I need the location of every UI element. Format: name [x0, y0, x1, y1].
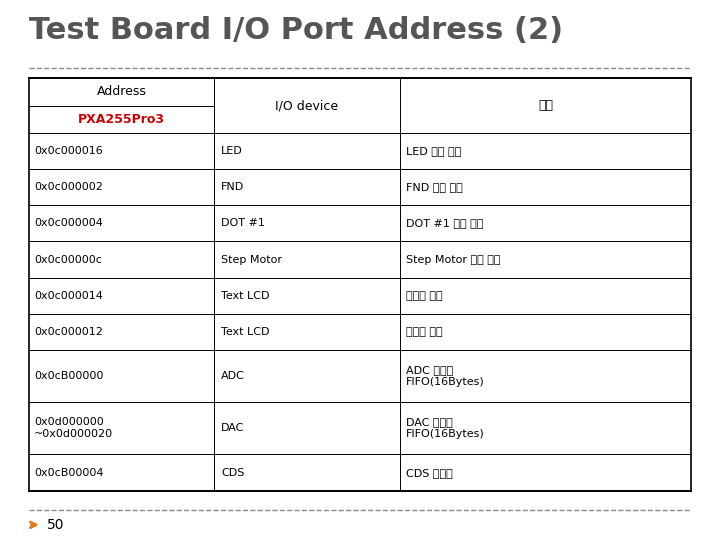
Text: DOT #1 출력 포트: DOT #1 출력 포트 — [406, 218, 484, 228]
Text: FND 출력 포트: FND 출력 포트 — [406, 182, 463, 192]
Text: Text LCD: Text LCD — [221, 291, 269, 301]
Text: Step Motor 제어 포트: Step Motor 제어 포트 — [406, 254, 501, 265]
Text: FND: FND — [221, 182, 244, 192]
Text: 데이터 포트: 데이터 포트 — [406, 327, 443, 337]
Text: PXA255Pro3: PXA255Pro3 — [78, 113, 165, 126]
Text: I/O device: I/O device — [276, 99, 338, 112]
Text: 비고: 비고 — [538, 99, 553, 112]
Text: 0x0cB00000: 0x0cB00000 — [34, 371, 104, 381]
Text: 명령어 포트: 명령어 포트 — [406, 291, 443, 301]
Text: 50: 50 — [47, 518, 64, 532]
Text: 0x0c000014: 0x0c000014 — [34, 291, 103, 301]
Text: 0x0c000004: 0x0c000004 — [34, 218, 103, 228]
Text: 0x0d000000
~0x0d000020: 0x0d000000 ~0x0d000020 — [34, 417, 113, 439]
Text: ADC 입력값
FIFO(16Bytes): ADC 입력값 FIFO(16Bytes) — [406, 365, 485, 387]
Text: 0x0c00000c: 0x0c00000c — [34, 254, 102, 265]
Text: 0x0c000016: 0x0c000016 — [34, 146, 103, 156]
Text: Text LCD: Text LCD — [221, 327, 269, 337]
Text: CDS 출력값: CDS 출력값 — [406, 468, 453, 478]
Text: Address: Address — [96, 85, 146, 98]
Bar — [29, 78, 691, 491]
Text: Step Motor: Step Motor — [221, 254, 282, 265]
Text: ADC: ADC — [221, 371, 245, 381]
Text: DAC: DAC — [221, 423, 244, 433]
Text: 0x0c000012: 0x0c000012 — [34, 327, 103, 337]
Text: DOT #1: DOT #1 — [221, 218, 265, 228]
Text: Test Board I/O Port Address (2): Test Board I/O Port Address (2) — [29, 16, 563, 45]
Text: CDS: CDS — [221, 468, 244, 478]
Text: LED 출력 포트: LED 출력 포트 — [406, 146, 462, 156]
Text: 0x0c000002: 0x0c000002 — [34, 182, 103, 192]
Text: DAC 출력값
FIFO(16Bytes): DAC 출력값 FIFO(16Bytes) — [406, 417, 485, 439]
Text: 0x0cB00004: 0x0cB00004 — [34, 468, 104, 478]
Text: LED: LED — [221, 146, 243, 156]
